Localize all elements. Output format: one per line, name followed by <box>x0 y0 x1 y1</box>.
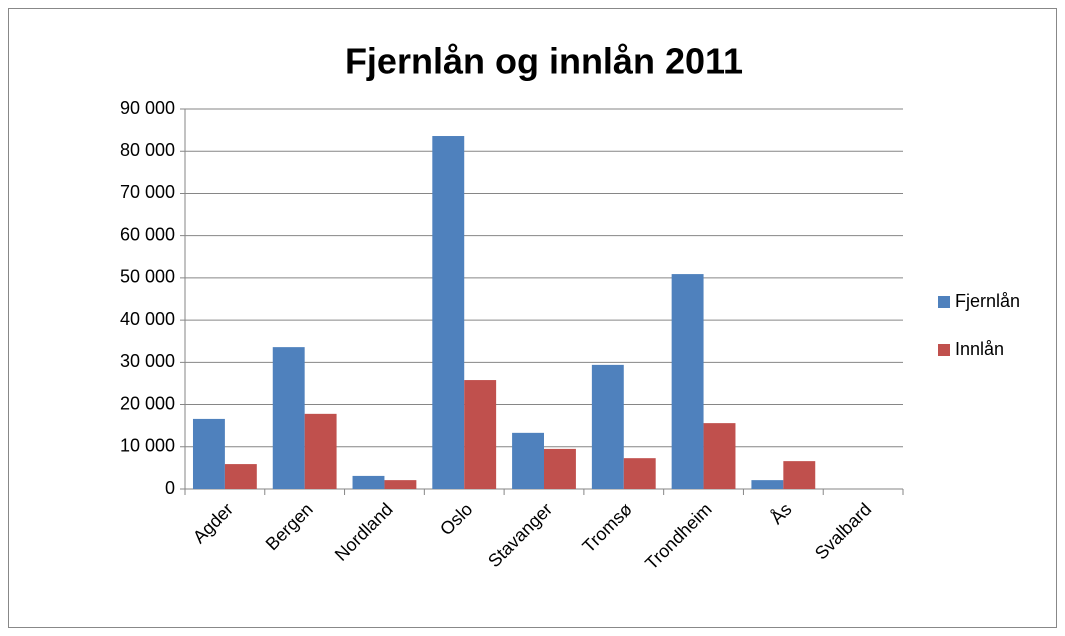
bar <box>304 413 337 489</box>
chart-border <box>8 8 1057 628</box>
legend-swatch <box>938 296 950 308</box>
bar <box>591 364 624 489</box>
y-tick-label: 70 000 <box>120 182 175 202</box>
legend-label: Fjernlån <box>955 291 1020 311</box>
chart-title: Fjernlån og innlån 2011 <box>345 41 743 82</box>
bar <box>703 423 736 489</box>
legend-label: Innlån <box>955 339 1004 359</box>
bar <box>751 480 784 489</box>
bar <box>192 418 225 489</box>
bar <box>512 432 544 489</box>
bar <box>464 380 497 489</box>
y-tick-label: 40 000 <box>120 309 175 329</box>
legend-swatch <box>938 344 950 356</box>
bar <box>783 461 816 489</box>
y-tick-label: 60 000 <box>120 224 175 244</box>
y-tick-label: 20 000 <box>120 393 175 413</box>
bar <box>384 480 417 489</box>
bar <box>623 458 656 489</box>
bar <box>352 475 385 489</box>
y-tick-label: 90 000 <box>120 98 175 118</box>
y-tick-label: 10 000 <box>120 436 175 456</box>
bar <box>671 274 704 489</box>
y-tick-label: 0 <box>165 478 175 498</box>
y-tick-label: 80 000 <box>120 140 175 160</box>
bar <box>272 347 305 489</box>
bar <box>432 136 465 489</box>
y-tick-label: 30 000 <box>120 351 175 371</box>
y-tick-label: 50 000 <box>120 267 175 287</box>
bar <box>224 464 257 489</box>
bar <box>544 448 576 489</box>
